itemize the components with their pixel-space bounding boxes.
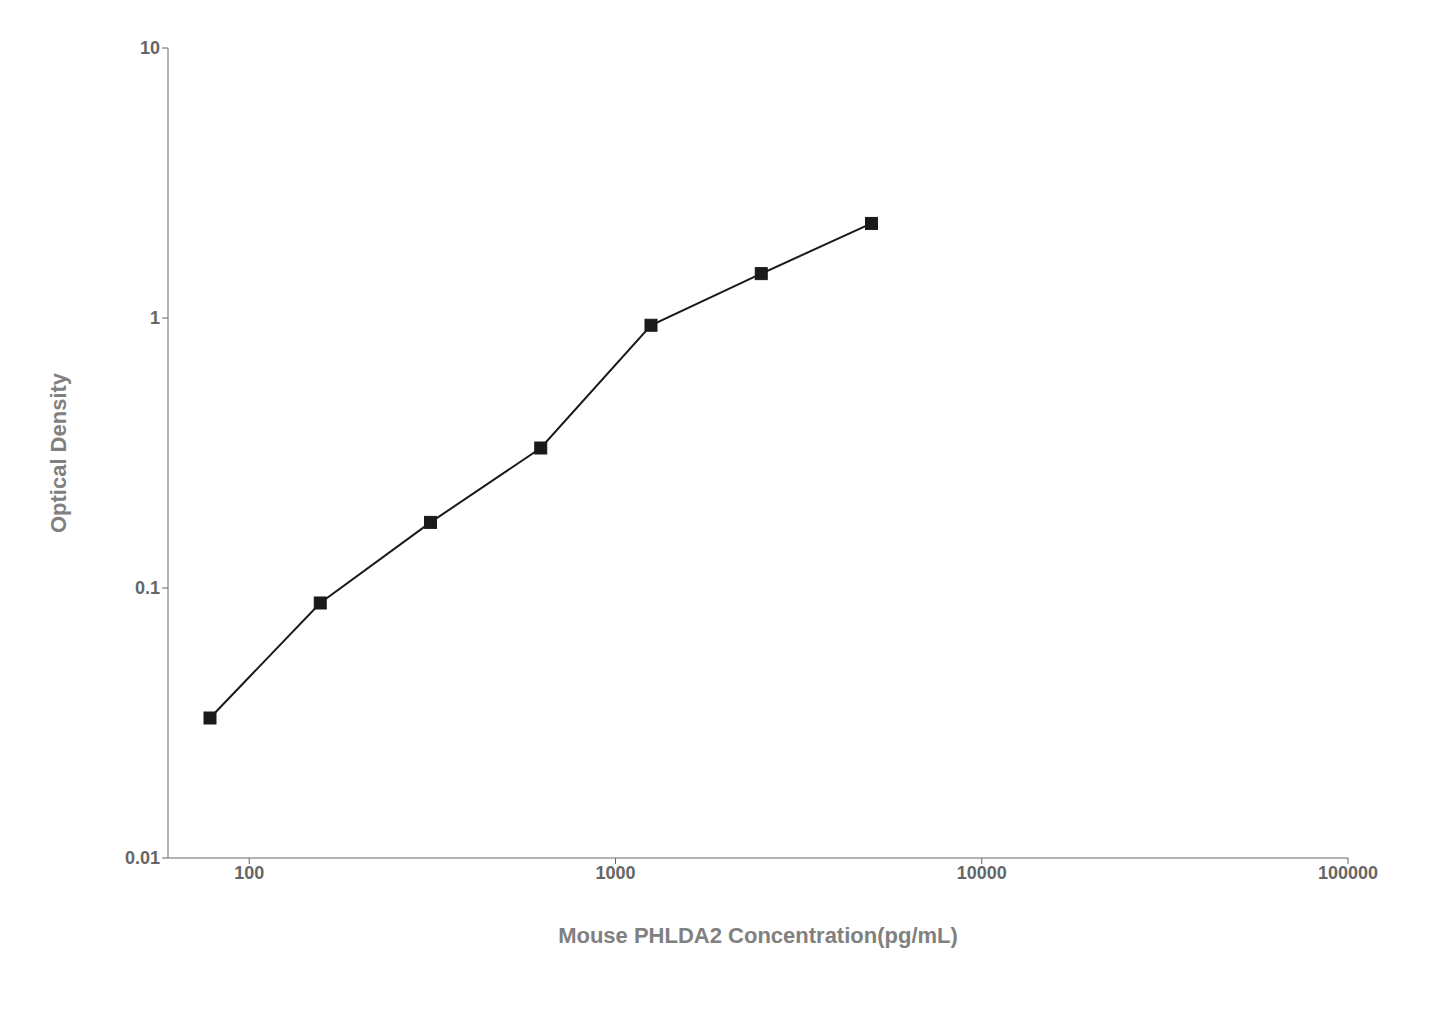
svg-text:100000: 100000: [1318, 863, 1378, 883]
svg-text:10000: 10000: [957, 863, 1007, 883]
svg-text:100: 100: [234, 863, 264, 883]
svg-text:1000: 1000: [595, 863, 635, 883]
svg-text:Mouse PHLDA2 Concentration(pg/: Mouse PHLDA2 Concentration(pg/mL): [558, 923, 958, 948]
svg-text:10: 10: [140, 38, 160, 58]
svg-text:0.1: 0.1: [135, 578, 160, 598]
svg-text:0.01: 0.01: [125, 848, 160, 868]
svg-text:Optical Density: Optical Density: [46, 372, 71, 533]
svg-text:1: 1: [150, 308, 160, 328]
